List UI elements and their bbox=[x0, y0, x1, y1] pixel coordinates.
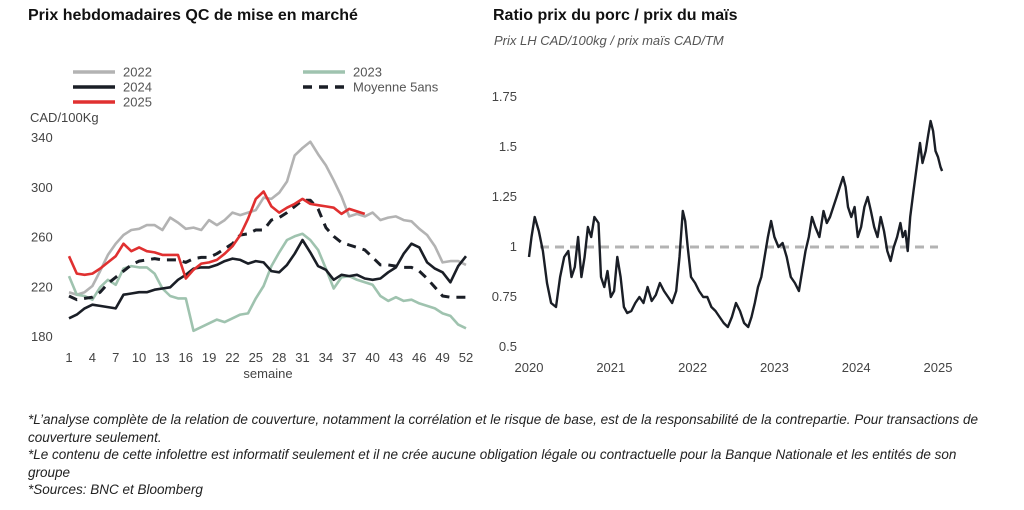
x-tick-label: 49 bbox=[435, 350, 449, 365]
y-tick-label: 180 bbox=[31, 329, 53, 344]
x-tick-label: 4 bbox=[89, 350, 96, 365]
x-axis-label: semaine bbox=[243, 366, 292, 381]
footnote-sources: *Sources: BNC et Bloomberg bbox=[28, 482, 203, 497]
y-tick-label: 260 bbox=[31, 230, 53, 245]
x-tick-label: 2021 bbox=[596, 360, 625, 375]
series-line bbox=[68, 198, 466, 302]
chart-subtitle-units: Prix LH CAD/100kg / prix maïs CAD/TM bbox=[494, 33, 724, 48]
footnote-legal: *Le contenu de cette infolettre est info… bbox=[28, 447, 957, 480]
y-tick-label: 0.75 bbox=[492, 289, 517, 304]
legend-label: 2025 bbox=[123, 95, 152, 110]
y-tick-label: 1.75 bbox=[492, 89, 517, 104]
x-tick-label: 28 bbox=[272, 350, 286, 365]
x-tick-label: 16 bbox=[179, 350, 193, 365]
y-axis-ticks: 180 220 260 300 340 bbox=[31, 130, 53, 344]
weekly-prices-chart: 2022 2023 2024 Moyenne 5ans 2025 CAD/100Kg 1… bbox=[30, 65, 473, 382]
footnotes: *L’analyse complète de la relation de co… bbox=[28, 411, 988, 499]
hog-corn-ratio-chart: 0.5 0.75 1 1.25 1.5 1.75 2020 2021 2022 2023 2024… bbox=[492, 89, 953, 375]
y-axis-ticks: 0.5 0.75 1 1.25 1.5 1.75 bbox=[492, 89, 517, 354]
x-tick-label: 52 bbox=[459, 350, 473, 365]
x-tick-label: 10 bbox=[132, 350, 146, 365]
x-tick-label: 2025 bbox=[924, 360, 953, 375]
x-tick-label: 2022 bbox=[678, 360, 707, 375]
legend-label: Moyenne 5ans bbox=[353, 80, 439, 95]
footnote-hedging: *L’analyse complète de la relation de co… bbox=[28, 412, 979, 445]
series-lines bbox=[527, 119, 944, 329]
x-tick-label: 46 bbox=[412, 350, 426, 365]
y-axis-label: CAD/100Kg bbox=[30, 110, 99, 125]
x-tick-label: 13 bbox=[155, 350, 169, 365]
chart-title-hog-corn-ratio: Ratio prix du porc / prix du maïs bbox=[493, 7, 738, 24]
y-tick-label: 0.5 bbox=[499, 339, 517, 354]
series-line bbox=[67, 232, 467, 333]
series-line bbox=[67, 190, 366, 280]
y-tick-label: 1 bbox=[510, 239, 517, 254]
legend: 2022 2023 2024 Moyenne 5ans 2025 bbox=[73, 65, 439, 110]
x-tick-label: 22 bbox=[225, 350, 239, 365]
series-line bbox=[68, 238, 468, 320]
x-tick-label: 2024 bbox=[842, 360, 871, 375]
x-tick-label: 31 bbox=[295, 350, 309, 365]
y-tick-label: 300 bbox=[31, 180, 53, 195]
legend-label: 2023 bbox=[353, 65, 382, 80]
chart-title-weekly-prices: Prix hebdomadaires QC de mise en marché bbox=[28, 7, 358, 24]
legend-label: 2022 bbox=[123, 65, 152, 80]
y-tick-label: 1.5 bbox=[499, 139, 517, 154]
y-tick-label: 220 bbox=[31, 279, 53, 294]
y-tick-label: 1.25 bbox=[492, 189, 517, 204]
x-tick-label: 43 bbox=[389, 350, 403, 365]
x-tick-label: 25 bbox=[249, 350, 263, 365]
x-tick-label: 1 bbox=[65, 350, 72, 365]
x-tick-label: 7 bbox=[112, 350, 119, 365]
x-tick-label: 2020 bbox=[515, 360, 544, 375]
legend-label: 2024 bbox=[123, 80, 152, 95]
x-tick-label: 37 bbox=[342, 350, 356, 365]
x-tick-label: 40 bbox=[365, 350, 379, 365]
x-axis-ticks: 1 4 7 10 13 16 19 22 25 28 31 34 37 40 43 46 49 52 bbox=[65, 350, 473, 365]
series-line bbox=[527, 119, 944, 329]
series-lines bbox=[67, 140, 468, 333]
y-tick-label: 340 bbox=[31, 130, 53, 145]
x-tick-label: 34 bbox=[319, 350, 333, 365]
x-tick-label: 2023 bbox=[760, 360, 789, 375]
x-tick-label: 19 bbox=[202, 350, 216, 365]
x-axis-ticks: 2020 2021 2022 2023 2024 2025 bbox=[515, 360, 953, 375]
